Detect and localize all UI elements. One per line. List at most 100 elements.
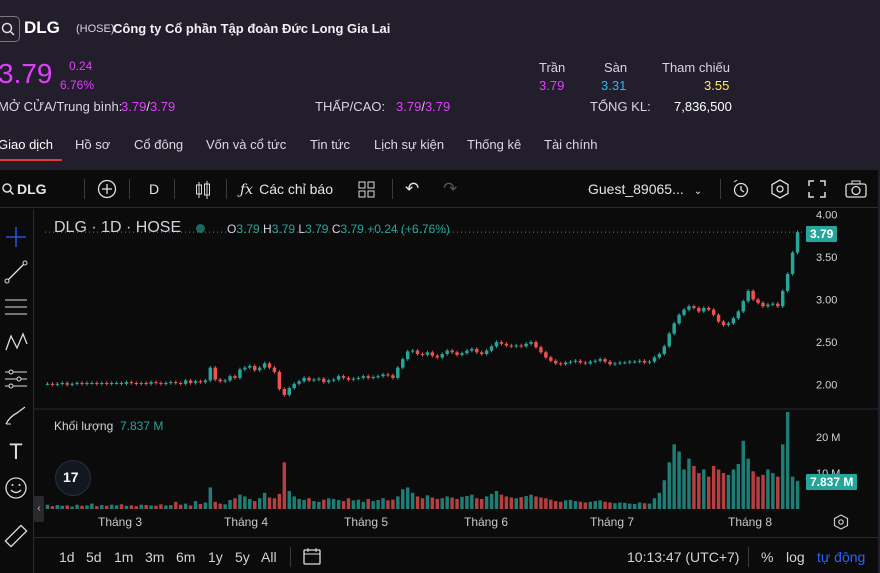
volume-bar xyxy=(381,498,385,509)
camera-icon xyxy=(845,180,867,198)
percent-scale-toggle[interactable]: % xyxy=(761,549,774,565)
candle-body xyxy=(129,382,134,384)
volume-bar xyxy=(75,504,79,509)
range-all[interactable]: All xyxy=(261,549,277,565)
interval-button[interactable]: D xyxy=(149,181,160,197)
settings-button[interactable] xyxy=(770,179,790,202)
tab-news[interactable]: Tin tức xyxy=(310,137,351,152)
candle-body xyxy=(519,345,523,347)
volume-bar xyxy=(376,500,380,509)
candle-body xyxy=(790,252,795,274)
volume-bar xyxy=(149,505,153,509)
tab-events[interactable]: Lịch sự kiện xyxy=(374,137,445,152)
reference-value: 3.55 xyxy=(704,78,730,93)
hexagon-gear-icon xyxy=(833,514,849,530)
tab-capital-dividends[interactable]: Vốn và cổ tức xyxy=(206,137,287,152)
chart-type-button[interactable] xyxy=(194,180,212,203)
redo-button[interactable]: ↷ xyxy=(443,179,457,199)
clock-timezone[interactable]: 10:13:47 (UTC+7) xyxy=(627,549,740,565)
tab-profile[interactable]: Hồ sơ xyxy=(75,137,111,152)
y-tick-label: 4.00 xyxy=(816,209,837,221)
candle-body xyxy=(534,342,538,348)
tradingview-logo[interactable]: 17 xyxy=(55,460,91,496)
candle-body xyxy=(218,379,222,382)
chevron-down-icon: ⌄ xyxy=(693,186,703,197)
candle-body xyxy=(336,376,341,380)
volume-bar xyxy=(85,505,89,509)
volume-bar xyxy=(252,501,257,509)
chart-toolbar: DLG D ƒx Các chỉ báo ↶ ↷ Guest_89065... ⌄ xyxy=(0,170,878,208)
volume-bar xyxy=(514,498,518,509)
tab-trading[interactable]: Giao dịch xyxy=(0,137,53,152)
candle-body xyxy=(440,354,444,358)
auto-scale-toggle[interactable]: tự động xyxy=(817,549,866,565)
trend-line-tool[interactable] xyxy=(3,259,29,285)
tab-shareholders[interactable]: Cổ đông xyxy=(134,137,184,152)
volume-bar xyxy=(282,462,287,509)
search-button[interactable] xyxy=(0,16,20,42)
range-3m[interactable]: 3m xyxy=(145,549,165,565)
prediction-tool[interactable] xyxy=(3,366,29,392)
screenshot-button[interactable] xyxy=(845,180,867,201)
volume-bar xyxy=(435,498,440,509)
brush-tool[interactable] xyxy=(3,403,29,429)
indicators-button[interactable]: ƒx Các chỉ báo xyxy=(240,181,334,198)
volume-bar xyxy=(623,502,627,509)
price-tag: 3.79 xyxy=(806,226,838,242)
chart-symbol-search[interactable]: DLG xyxy=(2,181,47,197)
price-change: 0.24 xyxy=(69,59,93,73)
volume-bar xyxy=(618,502,622,509)
floor-value: 3.31 xyxy=(601,78,627,93)
range-5y[interactable]: 5y xyxy=(235,549,250,565)
volume-bar xyxy=(475,498,479,509)
volume-bar xyxy=(410,492,415,509)
user-menu[interactable]: Guest_89065... ⌄ xyxy=(588,181,703,197)
compare-symbol-button[interactable] xyxy=(97,179,117,202)
crosshair-tool[interactable] xyxy=(3,224,29,250)
candle-body xyxy=(583,362,588,364)
range-5d[interactable]: 5d xyxy=(86,549,102,565)
tab-statistics[interactable]: Thống kê xyxy=(467,137,522,152)
fib-tool[interactable] xyxy=(3,295,29,321)
alert-button[interactable] xyxy=(731,179,751,202)
range-6m[interactable]: 6m xyxy=(176,549,196,565)
goto-date-button[interactable] xyxy=(302,546,322,569)
candle-body xyxy=(95,382,99,384)
pattern-tool[interactable] xyxy=(3,330,29,356)
candle-body xyxy=(613,363,617,365)
volume-bar xyxy=(637,502,642,509)
candle-body xyxy=(341,376,346,378)
candle-body xyxy=(405,351,410,360)
candle-body xyxy=(198,381,203,383)
undo-button[interactable]: ↶ xyxy=(405,179,419,199)
collapse-toolbar-button[interactable]: ‹ xyxy=(34,496,44,522)
candle-body xyxy=(549,357,553,361)
axis-settings-button[interactable] xyxy=(833,514,849,533)
volume-bar xyxy=(470,494,474,509)
candle-body xyxy=(164,382,168,384)
candle-body xyxy=(104,382,109,384)
range-1y[interactable]: 1y xyxy=(208,549,223,565)
candle-body xyxy=(243,367,247,370)
candle-body xyxy=(667,333,671,347)
tab-finance[interactable]: Tài chính xyxy=(544,137,598,152)
templates-button[interactable] xyxy=(358,181,376,202)
candle-body xyxy=(593,360,597,362)
candle-body xyxy=(484,350,489,355)
candle-body xyxy=(322,378,326,383)
text-tool[interactable]: T xyxy=(3,439,29,465)
candle-body xyxy=(721,321,726,326)
ruler-tool[interactable] xyxy=(3,523,29,549)
candle-body xyxy=(228,376,232,381)
log-scale-toggle[interactable]: log xyxy=(786,549,805,565)
range-1m[interactable]: 1m xyxy=(114,549,134,565)
candle-body xyxy=(785,273,790,291)
volume-bar xyxy=(233,498,237,509)
emoji-tool[interactable] xyxy=(3,475,29,501)
candle-body xyxy=(257,367,262,371)
volume-bar xyxy=(702,469,706,509)
candle-body xyxy=(193,381,198,383)
range-1d[interactable]: 1d xyxy=(59,549,75,565)
fullscreen-button[interactable] xyxy=(808,180,826,201)
candle-body xyxy=(489,346,494,351)
